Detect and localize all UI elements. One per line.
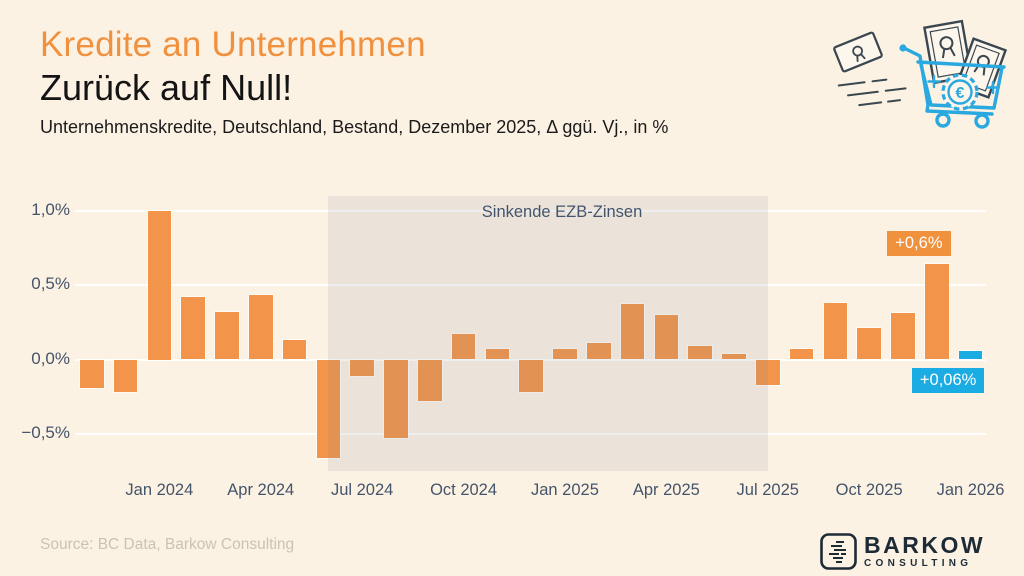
ecb-band-label: Sinkende EZB-Zinsen [481, 203, 643, 221]
logo-name: BARKOW [864, 532, 986, 558]
bar-nov-2024 [484, 348, 511, 361]
bar-dec-2024 [518, 358, 544, 394]
x-axis-tick-label: Jan 2026 [936, 481, 1005, 499]
x-axis-tick-label: Jan 2025 [530, 481, 599, 499]
bar-apr-2025 [653, 313, 680, 361]
x-axis-tick-label: Jul 2025 [736, 481, 799, 499]
x-axis-tick-label: Oct 2024 [430, 481, 498, 499]
x-axis-tick-label: Apr 2024 [227, 481, 295, 499]
bar-mar-2025 [619, 303, 646, 361]
gridline [75, 433, 986, 435]
bar-feb-2025 [586, 342, 612, 361]
y-axis-tick-label: 1,0% [31, 199, 70, 219]
bar-aug-2024 [383, 358, 409, 440]
euro-symbol: € [956, 85, 965, 102]
x-axis-tick-label: Apr 2025 [632, 481, 700, 499]
source-note: Source: BC Data, Barkow Consulting [40, 536, 295, 553]
bar-mar-2024 [214, 310, 240, 361]
y-axis-tick-label: 0,5% [31, 274, 70, 293]
bar-may-2024 [281, 339, 308, 361]
x-axis-tick-label: Jan 2024 [125, 481, 194, 499]
bar-sep-2025 [822, 301, 849, 361]
page-title: Kredite an Unternehmen [40, 25, 426, 64]
bar-nov-2025 [890, 312, 916, 361]
gridline [75, 209, 986, 212]
x-axis-tick-label: Jul 2024 [330, 481, 394, 499]
x-axis-tick-label: Oct 2025 [835, 481, 903, 499]
y-axis-tick-label: −0,5% [21, 423, 70, 442]
ecb-rate-cut-band [328, 196, 768, 471]
bar-apr-2024 [248, 294, 274, 361]
banknote-icon [923, 19, 973, 85]
bar-jun-2025 [721, 352, 747, 361]
bar-may-2025 [687, 345, 713, 361]
gridline [75, 284, 986, 286]
money-cart-illustration: € [824, 8, 1020, 130]
callout-dec-2025: +0,6% [887, 231, 951, 256]
callout-jan-2026: +0,06% [911, 368, 985, 393]
bar-jan-2026 [957, 349, 984, 361]
flying-banknote-icon [833, 31, 883, 73]
headline: Zurück auf Null! [40, 67, 293, 108]
barkow-logo: BARKOW CONSULTING [820, 533, 985, 570]
header: Kredite an Unternehmen Zurück auf Null! … [40, 24, 668, 138]
bar-dec-2025 [924, 263, 950, 361]
logo-subtitle: CONSULTING [864, 558, 973, 569]
barkow-logo-icon [820, 533, 857, 570]
money-cart-svg: € [833, 19, 1008, 129]
subtitle: Unternehmenskredite, Deutschland, Bestan… [40, 117, 669, 137]
bar-jul-2025 [755, 358, 781, 386]
bar-jun-2024 [315, 358, 342, 459]
y-axis-tick-label: 0,0% [31, 348, 70, 368]
bar-aug-2025 [788, 348, 815, 361]
bar-dec-2023 [112, 358, 139, 394]
bar-oct-2025 [856, 327, 882, 361]
bar-oct-2024 [450, 333, 477, 361]
bar-jul-2024 [349, 358, 375, 377]
bar-jan-2025 [552, 348, 578, 361]
bar-nov-2023 [79, 358, 105, 389]
speed-lines-icon [837, 78, 907, 107]
bar-sep-2024 [417, 358, 443, 403]
logo-wordmark: BARKOW CONSULTING [864, 533, 985, 570]
bar-jan-2024 [146, 209, 173, 361]
bar-feb-2024 [180, 295, 206, 361]
euro-badge-icon: € [941, 73, 979, 111]
